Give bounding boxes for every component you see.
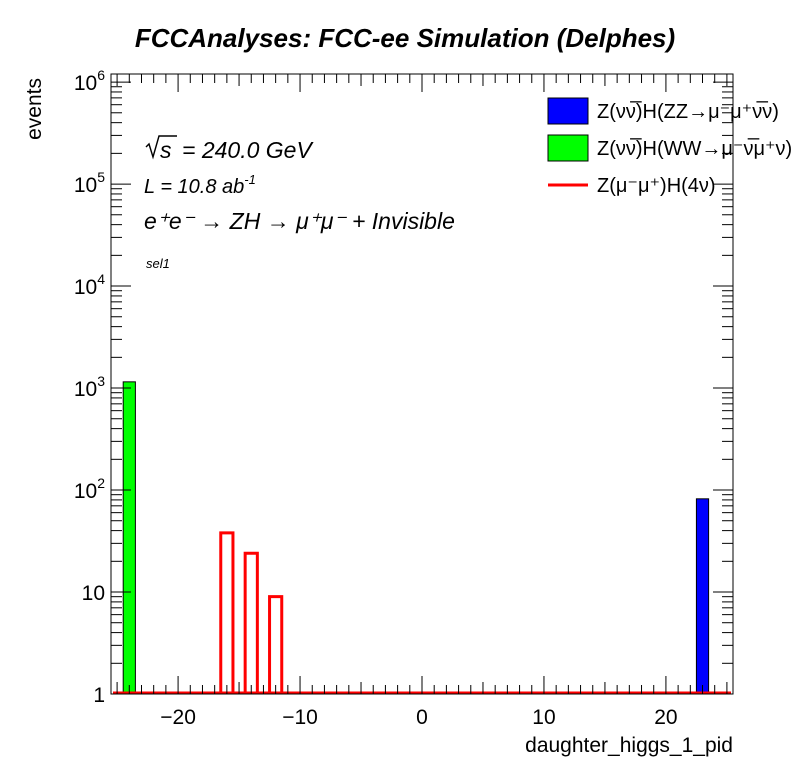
axis-ticks <box>111 74 733 695</box>
legend-label-1: Z(νν̅)H(WW→μ⁻ν̅μ⁺ν) <box>597 137 792 160</box>
y-tick-label: 10 <box>82 582 105 605</box>
x-axis-label: daughter_higgs_1_pid <box>525 734 733 757</box>
legend-swatch-1 <box>547 134 589 162</box>
y-tick-label: 102 <box>74 475 105 503</box>
y-tick-label: 104 <box>74 271 105 299</box>
x-tick-label: −20 <box>160 706 196 729</box>
selection-annotation: sel1 <box>146 256 170 271</box>
plot-area <box>113 381 731 695</box>
sqrt-s-label: s <box>160 137 172 163</box>
y-tick-label: 105 <box>74 169 105 197</box>
axis-tick-labels: −20 −10 0 10 20 1 10 102 103 104 105 106 <box>74 67 678 729</box>
legend-label-0: Z(νν̅)H(ZZ→μ⁻μ⁺ν̅ν) <box>597 100 779 123</box>
y-tick-label: 103 <box>74 373 105 401</box>
legend: Z(νν̅)H(ZZ→μ⁻μ⁺ν̅ν) Z(νν̅)H(WW→μ⁻ν̅μ⁺ν) Z(… <box>547 97 792 197</box>
line-bin-series-2-2 <box>268 595 284 694</box>
x-tick-label: −10 <box>282 706 318 729</box>
bar-series-0-0 <box>695 498 710 695</box>
line-bin-series-2-1 <box>243 551 259 694</box>
sqrt-symbol <box>145 135 177 160</box>
x-tick-label: 20 <box>654 706 677 729</box>
x-tick-label: 10 <box>532 706 555 729</box>
y-tick-label: 1 <box>93 684 105 707</box>
y-tick-label: 106 <box>74 67 105 95</box>
plot-frame <box>110 73 734 695</box>
legend-label-2: Z(μ⁻μ⁺)H(4ν) <box>597 175 716 197</box>
y-axis-label: events <box>23 78 46 140</box>
x-tick-label: 0 <box>416 706 428 729</box>
line-bin-series-2-0 <box>219 531 235 694</box>
legend-swatch-0 <box>547 97 589 125</box>
chart-title: FCCAnalyses: FCC-ee Simulation (Delphes) <box>135 23 675 53</box>
sqrt-s-value: = 240.0 GeV <box>182 137 314 163</box>
bar-series-1-0 <box>122 381 136 695</box>
luminosity-annotation: L = 10.8 ab-1 <box>144 172 256 198</box>
annotation-sqrt-s: s = 240.0 GeV <box>145 135 314 163</box>
process-annotation: e⁺e⁻ → ZH → μ⁺μ⁻ + Invisible <box>144 208 455 234</box>
